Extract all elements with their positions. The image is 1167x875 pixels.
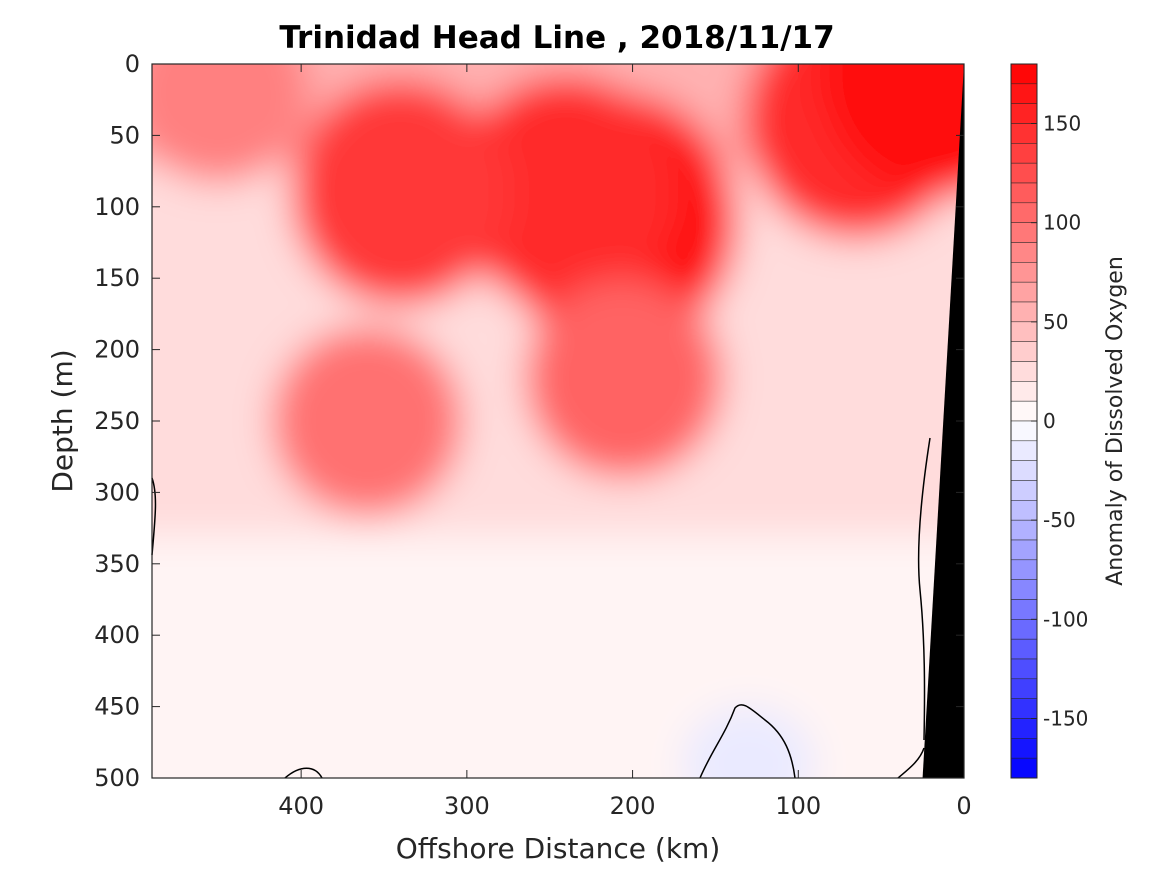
colorbar-swatch xyxy=(1010,103,1038,124)
colorbar-swatch xyxy=(1010,638,1038,660)
anomaly-feature xyxy=(272,326,463,516)
colorbar-swatch xyxy=(1010,698,1038,719)
colorbar-tick-label: 150 xyxy=(1043,112,1081,136)
y-axis-label: Depth (m) xyxy=(46,349,79,492)
y-tick-label: 0 xyxy=(125,50,140,78)
colorbar-swatch xyxy=(1010,143,1038,164)
colorbar: 150 100 50 0 -50 -100 -150 Anomaly of Dissolve… xyxy=(1010,63,1128,779)
colorbar-swatch xyxy=(1010,519,1038,541)
x-tick-label: 0 xyxy=(956,792,971,820)
y-tick-label: 250 xyxy=(94,407,140,435)
colorbar-tick-label: 0 xyxy=(1043,409,1056,433)
y-tick-label: 150 xyxy=(94,264,140,292)
y-tick-label: 450 xyxy=(94,693,140,721)
colorbar-swatch xyxy=(1010,222,1038,243)
colorbar-swatch xyxy=(1010,162,1038,184)
colorbar-swatch xyxy=(1010,658,1038,680)
colorbar-tick-label: 100 xyxy=(1043,211,1081,235)
bathymetry-fill xyxy=(922,64,964,778)
colorbar-tick-label: -150 xyxy=(1043,707,1088,731)
x-tick-label: 400 xyxy=(278,792,324,820)
colorbar-label: Anomaly of Dissolved Oxygen xyxy=(1103,256,1128,586)
x-tick-label: 100 xyxy=(775,792,821,820)
colorbar-swatch xyxy=(1010,381,1038,402)
plot-area: 400 300 200 100 0 0 50 100 150 200 250 300 350 400 45… xyxy=(94,50,972,820)
x-axis-label: Offshore Distance (km) xyxy=(396,832,721,865)
colorbar-swatch xyxy=(1010,440,1038,461)
colorbar-swatch xyxy=(1010,202,1038,223)
colorbar-swatch xyxy=(1010,301,1038,323)
anomaly-feature xyxy=(152,64,310,184)
colorbar-swatch xyxy=(1010,262,1038,283)
colorbar-swatch xyxy=(1010,718,1038,739)
anomaly-feature xyxy=(819,64,964,198)
colorbar-swatch xyxy=(1010,83,1038,104)
colorbar-swatch xyxy=(1010,63,1038,85)
zero-contour-deep xyxy=(699,704,796,779)
y-tick-label: 500 xyxy=(94,764,140,792)
colorbar-swatch xyxy=(1010,539,1038,561)
x-axis-ticks: 400 300 200 100 0 xyxy=(278,64,972,820)
colorbar-swatch xyxy=(1010,341,1038,362)
colorbar-swatch xyxy=(1010,400,1038,422)
colorbar-swatch xyxy=(1010,123,1038,144)
zero-contour-bottom-left xyxy=(284,767,323,779)
y-tick-label: 100 xyxy=(94,193,140,221)
colorbar-swatch xyxy=(1010,321,1038,342)
colorbar-tick-label: -50 xyxy=(1043,508,1076,532)
colorbar-swatch xyxy=(1010,579,1038,600)
colorbar-ticks: 150 100 50 0 -50 -100 -150 xyxy=(1031,112,1088,731)
zero-contour-left xyxy=(151,477,157,556)
anomaly-feature xyxy=(525,278,723,478)
x-tick-label: 200 xyxy=(610,792,656,820)
colorbar-swatch xyxy=(1010,757,1038,779)
y-tick-label: 50 xyxy=(109,121,140,149)
colorbar-swatch xyxy=(1010,242,1038,263)
chart-title: Trinidad Head Line , 2018/11/17 xyxy=(279,20,834,56)
colorbar-tick-label: 50 xyxy=(1043,310,1068,334)
colorbar-swatch xyxy=(1010,480,1038,501)
colorbar-swatch xyxy=(1010,738,1038,759)
colorbar-swatch xyxy=(1010,599,1038,620)
colorbar-swatch xyxy=(1010,281,1038,303)
anomaly-feature xyxy=(453,75,679,311)
colorbar-swatch xyxy=(1010,559,1038,580)
colorbar-swatches xyxy=(1010,63,1038,779)
colorbar-swatch xyxy=(1010,500,1038,521)
colorbar-swatch xyxy=(1010,678,1038,699)
colorbar-tick-label: -100 xyxy=(1043,607,1088,631)
anomaly-feature xyxy=(683,706,814,778)
oxygen-anomaly-field xyxy=(152,64,964,778)
colorbar-swatch xyxy=(1010,460,1038,481)
y-tick-label: 350 xyxy=(94,550,140,578)
x-tick-label: 300 xyxy=(444,792,490,820)
colorbar-swatch xyxy=(1010,361,1038,382)
y-tick-label: 400 xyxy=(94,621,140,649)
zero-contour-slope xyxy=(897,437,931,779)
anomaly-feature xyxy=(291,79,510,306)
colorbar-swatch xyxy=(1010,182,1038,204)
y-tick-label: 200 xyxy=(94,336,140,364)
colorbar-swatch xyxy=(1010,619,1038,640)
y-tick-label: 300 xyxy=(94,478,140,506)
colorbar-swatch xyxy=(1010,420,1038,442)
y-axis-ticks: 0 50 100 150 200 250 300 350 400 450 500 xyxy=(94,50,964,792)
